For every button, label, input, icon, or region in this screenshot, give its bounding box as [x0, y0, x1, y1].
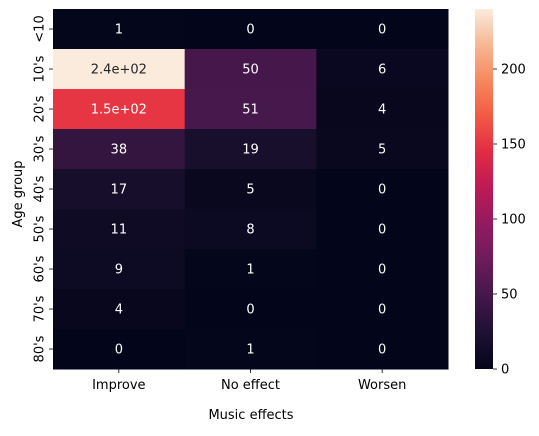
x-axis-label: Music effects: [208, 408, 293, 423]
heatmap-cell: [316, 209, 449, 250]
heatmap-cell: [184, 169, 317, 210]
cell-value-label: 17: [111, 183, 128, 198]
heatmap-cell: [53, 169, 186, 210]
heatmap-cell: [53, 249, 186, 290]
cell-value-label: 0: [378, 183, 386, 198]
heatmap-cell: [316, 89, 449, 130]
heatmap-cell: [316, 329, 449, 370]
heatmap-cell: [53, 129, 186, 170]
y-axis: <10 10's 20's 30's 40's 50's 60's 70's 80's: [33, 15, 53, 362]
colorbar-tick-label: 0: [501, 363, 509, 378]
y-tick-label: 80's: [33, 335, 48, 362]
heatmap-cell: [53, 9, 186, 50]
heatmap-cell: [184, 89, 317, 130]
heatmap-cell: [184, 209, 317, 250]
cell-value-label: 0: [115, 343, 123, 358]
cell-value-label: 1: [115, 23, 123, 38]
heatmap-cell: [316, 249, 449, 290]
y-tick-label: 40's: [33, 175, 48, 202]
colorbar-tick-label: 200: [501, 63, 526, 78]
y-tick-label: 70's: [33, 295, 48, 322]
heatmap-cell: [316, 49, 449, 90]
colorbar-gradient: [475, 9, 493, 369]
y-axis-label: Age group: [11, 160, 26, 227]
heatmap-cell: [184, 329, 317, 370]
cell-value-label: 1.5e+02: [91, 103, 147, 118]
cell-value-label: 5: [378, 143, 386, 158]
heatmap-cell: [184, 289, 317, 330]
x-tick-label: Improve: [92, 378, 145, 393]
cell-value-label: 1: [246, 263, 254, 278]
y-tick-label: 60's: [33, 255, 48, 282]
colorbar: 0 50 100 150 200: [475, 9, 526, 378]
cell-value-label: 8: [246, 223, 254, 238]
x-axis: Improve No effect Worsen: [92, 369, 406, 393]
cell-value-label: 4: [115, 303, 123, 318]
heatmap-cell: [184, 129, 317, 170]
colorbar-tick-label: 50: [501, 288, 518, 303]
y-tick-label: 30's: [33, 135, 48, 162]
cell-value-label: 19: [242, 143, 259, 158]
cell-value-label: 0: [246, 23, 254, 38]
cell-value-label: 0: [378, 223, 386, 238]
heatmap-cell: [316, 129, 449, 170]
cell-value-label: 50: [242, 63, 259, 78]
x-tick-label: No effect: [221, 378, 280, 393]
heatmap-cell: [184, 9, 317, 50]
cell-value-label: 5: [246, 183, 254, 198]
y-tick-label: 10's: [33, 55, 48, 82]
cell-value-label: 51: [242, 103, 259, 118]
cell-value-label: 2.4e+02: [91, 63, 147, 78]
heatmap-cell: [53, 329, 186, 370]
cell-value-label: 9: [115, 263, 123, 278]
cell-value-label: 0: [378, 343, 386, 358]
cell-value-label: 6: [378, 63, 386, 78]
y-tick-label: 50's: [33, 215, 48, 242]
heatmap-cell: [53, 289, 186, 330]
heatmap-cell: [53, 209, 186, 250]
cell-value-label: 38: [111, 143, 128, 158]
y-tick-label: 20's: [33, 95, 48, 122]
heatmap-cell: [316, 169, 449, 210]
cell-value-label: 1: [246, 343, 254, 358]
colorbar-tick-label: 150: [501, 138, 526, 153]
heatmap-cell: [53, 89, 186, 130]
heatmap-cells: 1 0 02.4e+02 50 61.5e+02 51 438 19 517 5 011 8 09 1 04…: [53, 9, 449, 370]
colorbar-tick-label: 100: [501, 213, 526, 228]
cell-value-label: 0: [246, 303, 254, 318]
x-tick-label: Worsen: [358, 378, 406, 393]
cell-value-label: 0: [378, 263, 386, 278]
heatmap-cell: [184, 49, 317, 90]
cell-value-label: 11: [111, 223, 128, 238]
heatmap-cell: [53, 49, 186, 90]
cell-value-label: 0: [378, 303, 386, 318]
y-tick-label: <10: [33, 15, 48, 42]
heatmap-cell: [316, 9, 449, 50]
cell-value-label: 4: [378, 103, 386, 118]
cell-value-label: 0: [378, 23, 386, 38]
heatmap-cell: [316, 289, 449, 330]
heatmap-cell: [184, 249, 317, 290]
